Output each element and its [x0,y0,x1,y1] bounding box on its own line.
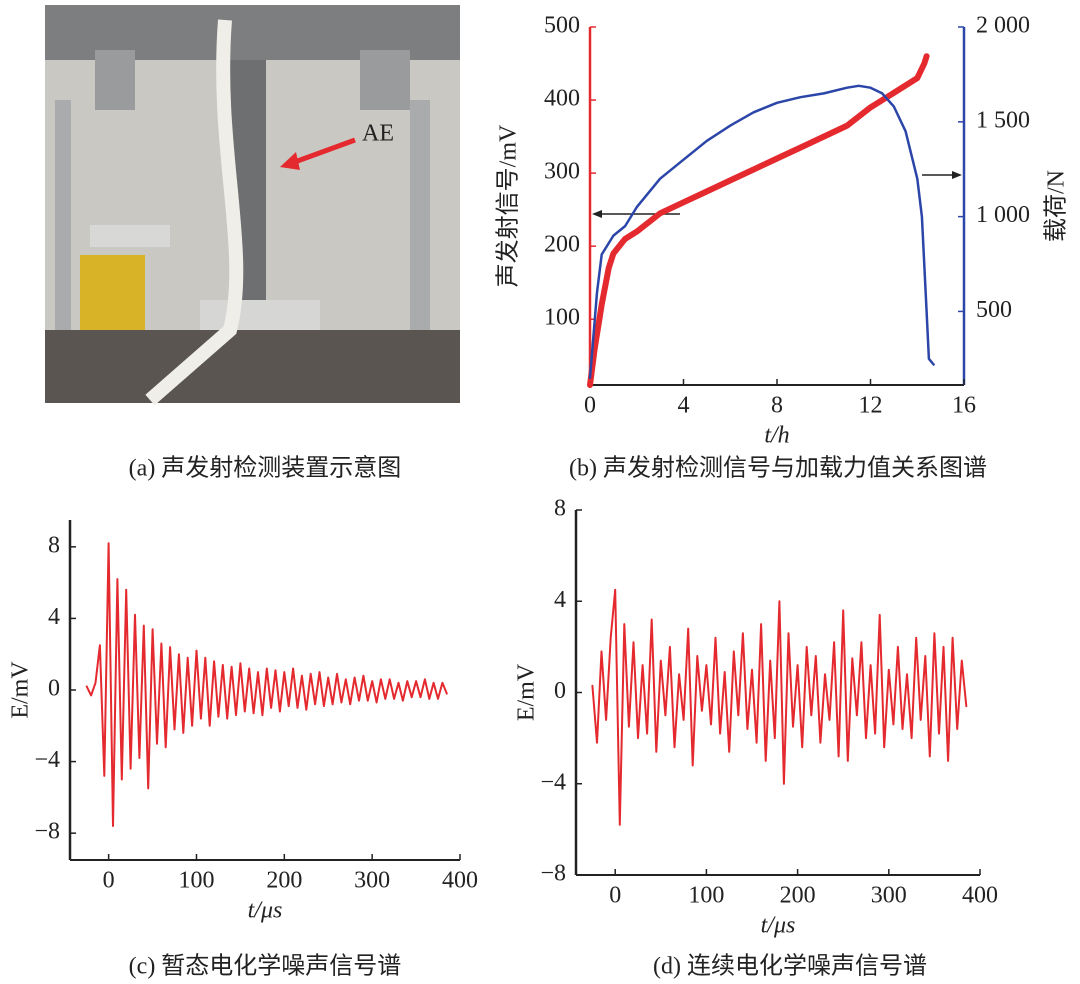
y-tick-label: −4 [34,747,60,773]
photo-arrowhead [280,152,300,170]
y-tick-label: 100 [544,305,580,331]
x-tick-label: 4 [678,393,690,419]
y-axis-label: 声发射信号/mV [495,124,522,287]
x-tick-label: 8 [771,393,783,419]
x-tick-label: 200 [266,868,302,894]
photo-column [410,100,430,400]
y-tick-label: −4 [540,769,566,795]
y-tick-label: 500 [544,13,580,39]
x-axis-label: t/h [764,423,789,449]
photo-cable [145,19,244,406]
arrowhead [952,171,962,179]
y-tick-label: 8 [48,532,60,558]
y-tick-label: 400 [544,86,580,112]
y-tick-label: 200 [544,232,580,258]
y-axis-label: E/mV [8,661,34,719]
x-tick-label: 300 [354,868,390,894]
x-tick-label: 100 [688,883,724,909]
caption: (a) 声发射检测装置示意图 [129,455,402,482]
x-tick-label: 0 [609,883,621,909]
annotation-arrows [592,171,962,218]
x-tick-label: 0 [584,393,596,419]
caption: (d) 连续电化学噪声信号谱 [653,953,927,980]
x-tick-label: 400 [962,883,998,909]
y-tick-label: 0 [48,676,60,702]
y2-axis-label: 载荷/N [1043,170,1070,242]
y-tick-label: 4 [554,587,566,613]
x-axis-label: t/μs [248,898,283,924]
y-tick-label: −8 [34,819,60,845]
photo: AE [45,5,460,406]
photo-base [45,330,460,403]
y-tick-label: 300 [544,159,580,185]
x-tick-label: 100 [178,868,214,894]
photo-clamp [360,50,410,110]
caption: (b) 声发射检测信号与加载力值关系图谱 [569,455,987,482]
y2-tick-label: 1 500 [976,107,1030,133]
photo-clamp [95,50,135,110]
photo-column [55,100,71,400]
signal-line [591,588,968,826]
x-tick-label: 16 [952,393,976,419]
y-axis-label: E/mV [514,663,540,721]
x-axis-label: t/μs [761,913,796,939]
y2-tick-label: 2 000 [976,13,1030,39]
y-tick-label: 8 [554,496,566,522]
y2-tick-label: 1 000 [976,202,1030,228]
photo-label: AE [362,121,394,147]
photo-amp [90,225,170,247]
series-line [587,53,930,388]
x-tick-label: 0 [103,868,115,894]
y-tick-label: −8 [540,861,566,887]
photo-cell [200,300,320,330]
x-tick-label: 200 [780,883,816,909]
x-tick-label: 12 [859,393,883,419]
x-tick-label: 400 [442,868,478,894]
y-tick-label: 4 [48,604,60,630]
caption: (c) 暂态电化学噪声信号谱 [129,953,402,980]
signal-line [85,542,448,827]
arrowhead [592,210,602,218]
series-line [588,84,935,380]
y-tick-label: 0 [554,678,566,704]
x-tick-label: 300 [871,883,907,909]
photo-arrow [291,137,356,166]
y2-tick-label: 500 [976,297,1012,323]
